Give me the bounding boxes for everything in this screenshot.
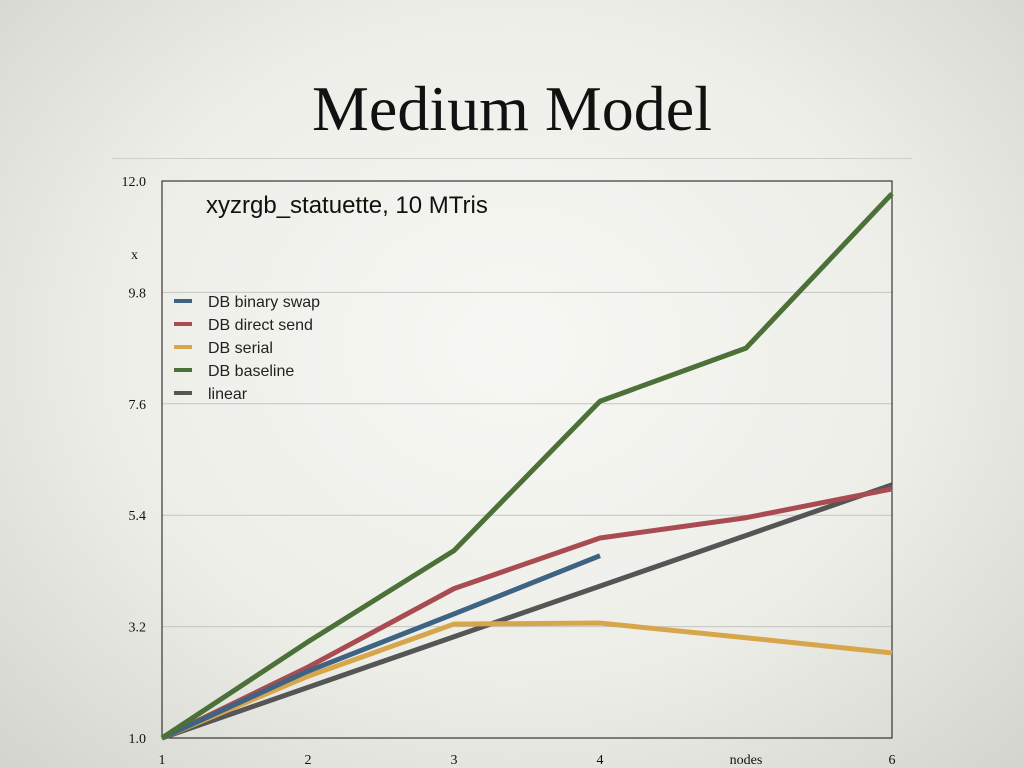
- x-tick-label: 1: [159, 753, 166, 768]
- legend-label: DB binary swap: [208, 294, 320, 311]
- series-line-linear: [161, 482, 893, 741]
- tick-labels: 1.0 3.2 5.4 7.6 9.8 12.0 1 2 3 4 nodes 6: [122, 175, 896, 768]
- series-lines: [160, 191, 894, 741]
- legend-label: DB direct send: [208, 317, 313, 334]
- x-tick-label: 3: [451, 753, 458, 768]
- x-tick-label: 4: [597, 753, 604, 768]
- series-line-db-direct-send: [160, 486, 893, 741]
- title-divider: [112, 158, 912, 159]
- slide-title: Medium Model: [312, 73, 712, 144]
- legend-label: linear: [208, 386, 248, 403]
- y-tick-label: 1.0: [129, 732, 147, 747]
- y-tick-label: 12.0: [122, 175, 147, 190]
- x-tick-label: 6: [889, 753, 896, 768]
- y-tick-label: 9.8: [129, 286, 147, 301]
- y-axis-label: x: [131, 248, 138, 263]
- chart-title: xyzrgb_statuette, 10 MTris: [206, 192, 488, 219]
- x-tick-label: 2: [305, 753, 312, 768]
- y-tick-label: 3.2: [129, 621, 147, 636]
- y-tick-label: 5.4: [129, 509, 147, 524]
- legend: DB binary swap DB direct send DB serial DB …: [174, 294, 320, 403]
- series-line-db-baseline: [160, 191, 894, 741]
- legend-label: DB baseline: [208, 363, 294, 380]
- legend-label: DB serial: [208, 340, 273, 357]
- y-tick-label: 7.6: [129, 398, 147, 413]
- x-tick-label: nodes: [730, 753, 763, 768]
- series-line-db-binary-swap: [160, 553, 601, 741]
- series-line-db-serial: [161, 620, 893, 741]
- plot-frame: [161, 180, 893, 739]
